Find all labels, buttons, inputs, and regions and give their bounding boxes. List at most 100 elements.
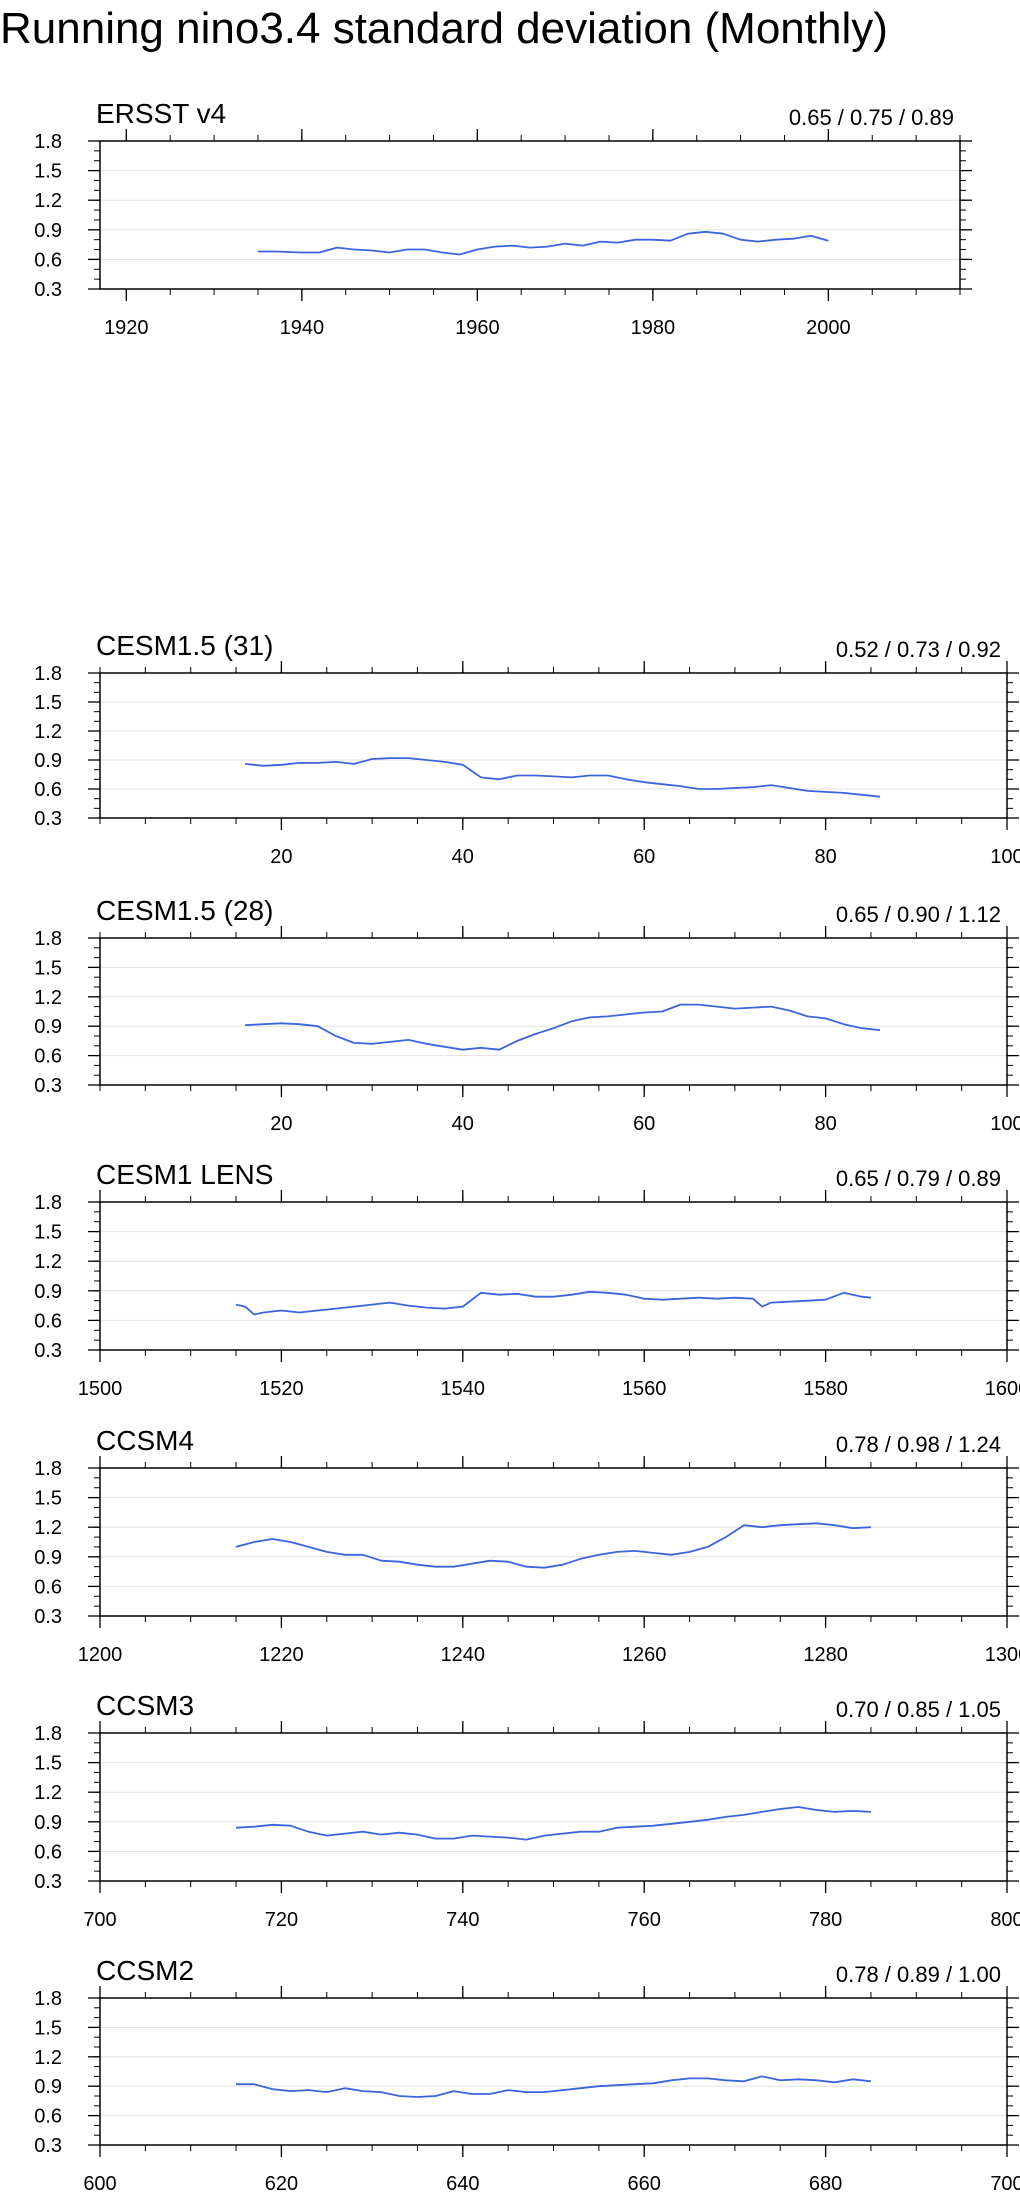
y-tick-label: 1.5 bbox=[34, 957, 62, 979]
x-tick-label: 20 bbox=[270, 1113, 292, 1135]
page-title: Running nino3.4 standard deviation (Mont… bbox=[0, 4, 888, 53]
x-tick-label: 1260 bbox=[622, 1644, 667, 1666]
x-tick-label: 80 bbox=[814, 846, 836, 868]
y-tick-label: 1.8 bbox=[34, 131, 62, 153]
panel-title: CCSM4 bbox=[96, 1425, 194, 1456]
y-tick-label: 0.9 bbox=[34, 220, 62, 242]
panel-title: CCSM3 bbox=[96, 1690, 194, 1721]
x-tick-label: 1940 bbox=[280, 317, 325, 339]
x-tick-label: 2000 bbox=[806, 317, 851, 339]
plot-frame bbox=[99, 140, 961, 290]
y-tick-label: 0.6 bbox=[34, 1576, 62, 1598]
x-tick-label: 80 bbox=[814, 1113, 836, 1135]
panel-title: CESM1.5 (31) bbox=[96, 630, 273, 661]
panel-title: CESM1 LENS bbox=[96, 1159, 273, 1190]
y-tick-label: 1.8 bbox=[34, 1988, 62, 2010]
y-tick-label: 0.6 bbox=[34, 1841, 62, 1863]
series-line bbox=[245, 1003, 881, 1051]
panel-stats: 0.65 / 0.79 / 0.89 bbox=[836, 1166, 1001, 1191]
x-tick-label: 40 bbox=[452, 1113, 474, 1135]
x-tick-label: 1200 bbox=[78, 1644, 123, 1666]
y-tick-label: 1.2 bbox=[34, 987, 62, 1009]
x-tick-label: 60 bbox=[633, 1113, 655, 1135]
y-tick-label: 1.5 bbox=[34, 692, 62, 714]
x-tick-label: 660 bbox=[628, 2173, 661, 2195]
y-tick-label: 1.8 bbox=[34, 928, 62, 950]
x-tick-label: 60 bbox=[633, 846, 655, 868]
panel-stats: 0.65 / 0.75 / 0.89 bbox=[789, 105, 954, 130]
y-tick-label: 1.5 bbox=[34, 1753, 62, 1775]
chart-panel: 700 720 740 760 780 800 0.3 0.6 0.9 1.2 1.5 1.8 CCSM… bbox=[34, 1690, 1020, 1931]
x-tick-label: 1520 bbox=[259, 1378, 304, 1400]
x-tick-label: 700 bbox=[83, 1909, 116, 1931]
plot-frame bbox=[99, 1732, 1008, 1882]
chart-panel: 20 40 60 80 100 0.3 0.6 0.9 1.2 1.5 1.8 CESM1.5 (31… bbox=[34, 630, 1020, 868]
plot-frame bbox=[99, 1467, 1008, 1617]
plot-frame bbox=[99, 1997, 1008, 2146]
panel-stats: 0.70 / 0.85 / 1.05 bbox=[836, 1697, 1001, 1722]
chart-panel: 600 620 640 660 680 700 0.3 0.6 0.9 1.2 1.5 1.8 CCSM… bbox=[34, 1955, 1020, 2195]
x-tick-label: 800 bbox=[990, 1909, 1020, 1931]
series-line bbox=[235, 1290, 871, 1316]
y-tick-label: 0.3 bbox=[34, 1340, 62, 1362]
y-tick-label: 0.9 bbox=[34, 750, 62, 772]
x-tick-label: 780 bbox=[809, 1909, 842, 1931]
y-tick-label: 1.2 bbox=[34, 190, 62, 212]
x-tick-label: 1560 bbox=[622, 1378, 667, 1400]
x-tick-label: 760 bbox=[628, 1909, 661, 1931]
x-tick-label: 640 bbox=[446, 2173, 479, 2195]
panel-stats: 0.78 / 0.98 / 1.24 bbox=[836, 1432, 1001, 1457]
y-tick-label: 1.2 bbox=[34, 2047, 62, 2069]
y-tick-label: 0.6 bbox=[34, 249, 62, 271]
x-tick-label: 1920 bbox=[104, 317, 149, 339]
y-tick-label: 1.5 bbox=[34, 1222, 62, 1244]
y-tick-label: 0.6 bbox=[34, 779, 62, 801]
y-tick-label: 1.2 bbox=[34, 1782, 62, 1804]
y-tick-label: 1.5 bbox=[34, 161, 62, 183]
y-tick-label: 0.3 bbox=[34, 1606, 62, 1628]
y-tick-label: 0.9 bbox=[34, 1812, 62, 1834]
y-tick-label: 1.5 bbox=[34, 2017, 62, 2039]
series-line bbox=[245, 757, 881, 798]
y-tick-label: 1.2 bbox=[34, 1517, 62, 1539]
y-tick-label: 1.8 bbox=[34, 1458, 62, 1480]
y-tick-label: 1.8 bbox=[34, 1723, 62, 1745]
y-tick-label: 0.6 bbox=[34, 1046, 62, 1068]
series-line bbox=[235, 1806, 871, 1841]
y-tick-label: 1.8 bbox=[34, 663, 62, 685]
x-tick-label: 1960 bbox=[455, 317, 500, 339]
plot-frame bbox=[99, 1201, 1008, 1351]
y-tick-label: 0.3 bbox=[34, 2135, 62, 2157]
plot-frame bbox=[99, 672, 1008, 819]
x-tick-label: 1980 bbox=[631, 317, 676, 339]
y-tick-label: 0.9 bbox=[34, 1547, 62, 1569]
y-tick-label: 1.8 bbox=[34, 1192, 62, 1214]
panel-stats: 0.78 / 0.89 / 1.00 bbox=[836, 1962, 1001, 1987]
x-tick-label: 1580 bbox=[803, 1378, 848, 1400]
x-tick-label: 740 bbox=[446, 1909, 479, 1931]
y-tick-label: 0.3 bbox=[34, 1871, 62, 1893]
x-tick-label: 620 bbox=[265, 2173, 298, 2195]
plot-frame bbox=[99, 937, 1008, 1086]
x-tick-label: 1240 bbox=[441, 1644, 486, 1666]
x-tick-label: 600 bbox=[83, 2173, 116, 2195]
y-tick-label: 0.9 bbox=[34, 2076, 62, 2098]
y-tick-label: 1.2 bbox=[34, 1251, 62, 1273]
x-tick-label: 1280 bbox=[803, 1644, 848, 1666]
chart-panel: 20 40 60 80 100 0.3 0.6 0.9 1.2 1.5 1.8 CESM1.5 (28… bbox=[34, 895, 1020, 1135]
series-line bbox=[235, 1522, 871, 1569]
y-tick-label: 0.6 bbox=[34, 1310, 62, 1332]
series-line bbox=[236, 2075, 871, 2098]
panel-stats: 0.65 / 0.90 / 1.12 bbox=[836, 902, 1001, 927]
x-tick-label: 100 bbox=[990, 846, 1020, 868]
x-tick-label: 680 bbox=[809, 2173, 842, 2195]
y-tick-label: 1.5 bbox=[34, 1488, 62, 1510]
x-tick-label: 1540 bbox=[441, 1378, 486, 1400]
x-tick-label: 700 bbox=[990, 2173, 1020, 2195]
x-tick-label: 720 bbox=[265, 1909, 298, 1931]
